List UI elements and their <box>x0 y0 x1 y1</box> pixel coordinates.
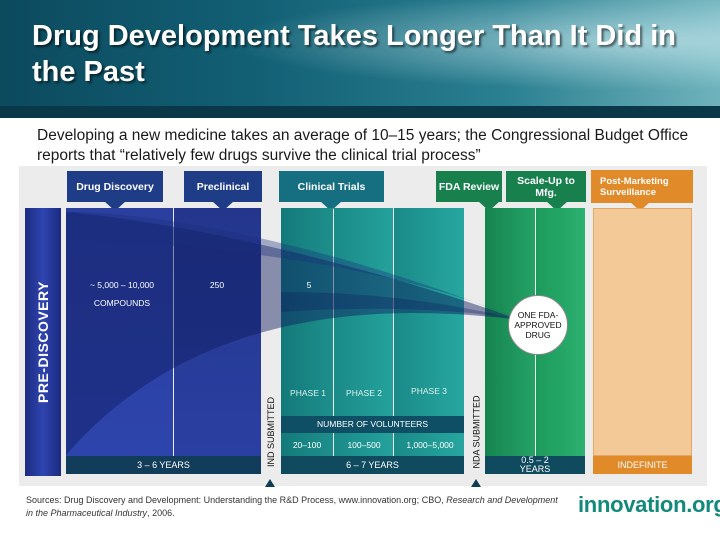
stage-clinical-trials-pointer <box>320 201 342 211</box>
discovery-duration-bar: 3 – 6 YEARS <box>66 456 261 474</box>
stage-post-marketing-label: Post-Marketing Surveillance <box>600 175 669 198</box>
ind-submitted-label: IND SUBMITTED <box>266 396 277 468</box>
post-marketing-column <box>593 208 692 456</box>
funnel-lower-band <box>66 212 520 455</box>
discovery-column <box>66 208 173 456</box>
phase1-label: PHASE 1 <box>290 388 326 398</box>
post-duration-bar: INDEFINITE <box>593 456 692 474</box>
stage-fda-review-pointer <box>478 201 500 211</box>
sources-note: Sources: Drug Discovery and Development:… <box>26 494 566 520</box>
preclinical-column <box>174 208 261 456</box>
phase3-label: PHASE 3 <box>411 386 447 396</box>
phase1-volunteers: 20–100 <box>292 440 322 450</box>
title-bar-highlight <box>0 0 720 118</box>
clinical-duration: 6 – 7 YEARS <box>346 459 399 470</box>
nda-marker-icon <box>471 479 481 487</box>
stage-fda-review: FDA Review <box>436 171 502 202</box>
phase3-volunteers: 1,000–5,000 <box>406 440 454 450</box>
nda-submitted-label: NDA SUBMITTED <box>471 395 482 469</box>
discovery-duration: 3 – 6 YEARS <box>137 459 190 470</box>
stage-post-marketing: Post-Marketing Surveillance <box>591 170 693 203</box>
nda-submitted-wrap: NDA SUBMITTED <box>467 388 485 476</box>
sources-italic: Research and Development in the Pharmace… <box>26 495 558 518</box>
stage-fda-review-label: FDA Review <box>438 180 500 193</box>
stage-post-marketing-pointer <box>629 201 651 211</box>
funnel-teal-band <box>281 292 520 320</box>
discovery-compound-count: ~ 5,000 – 10,000 <box>89 280 155 290</box>
stage-preclinical-label: Preclinical <box>196 180 250 193</box>
review-duration: 0.5 – 2 YEARS <box>519 455 551 474</box>
stage-preclinical: Preclinical <box>184 171 262 202</box>
ind-marker-icon <box>265 479 275 487</box>
volunteers-header-band <box>281 416 464 433</box>
volunteers-header: NUMBER OF VOLUNTEERS <box>317 419 428 429</box>
stage-scale-up-label: Scale-Up to Mfg. <box>517 174 575 199</box>
stage-clinical-trials: Clinical Trials <box>279 171 384 202</box>
innovation-logo: innovation.org <box>578 492 720 517</box>
phase2-column <box>334 208 393 456</box>
approved-drug-circle: ONE FDA-APPROVED DRUG <box>508 295 568 355</box>
ind-submitted-wrap: IND SUBMITTED <box>262 388 280 476</box>
funnel-upper-band <box>66 212 520 320</box>
compounds-label: COMPOUNDS <box>93 298 151 308</box>
clinical-compound-count: 5 <box>306 280 312 290</box>
slide-subtitle: Developing a new medicine takes an avera… <box>37 127 689 164</box>
preclinical-compound-count: 250 <box>209 280 225 290</box>
stage-drug-discovery-pointer <box>104 201 126 211</box>
clinical-duration-bar: 6 – 7 YEARS <box>281 456 464 474</box>
post-duration: INDEFINITE <box>617 459 668 470</box>
phase3-column <box>394 208 464 456</box>
phase2-label: PHASE 2 <box>346 388 382 398</box>
title-bar-rule <box>0 106 720 118</box>
review-duration-bar: 0.5 – 2 YEARS <box>485 456 585 474</box>
stage-drug-discovery-label: Drug Discovery <box>76 180 154 193</box>
stage-preclinical-pointer <box>212 201 234 211</box>
stage-clinical-trials-label: Clinical Trials <box>297 180 366 193</box>
sources-prefix: Sources: Drug Discovery and Development:… <box>26 495 447 505</box>
sources-suffix: , 2006. <box>147 508 175 518</box>
approved-drug-label: ONE FDA-APPROVED DRUG <box>514 310 562 340</box>
phase2-volunteers: 100–500 <box>347 440 381 450</box>
stage-scale-up-pointer <box>546 201 568 211</box>
phase1-column <box>281 208 333 456</box>
pre-discovery-bar <box>25 208 61 476</box>
stage-drug-discovery: Drug Discovery <box>67 171 163 202</box>
slide-title: Drug Development Takes Longer Than It Di… <box>32 20 676 88</box>
stage-scale-up: Scale-Up to Mfg. <box>506 171 586 202</box>
